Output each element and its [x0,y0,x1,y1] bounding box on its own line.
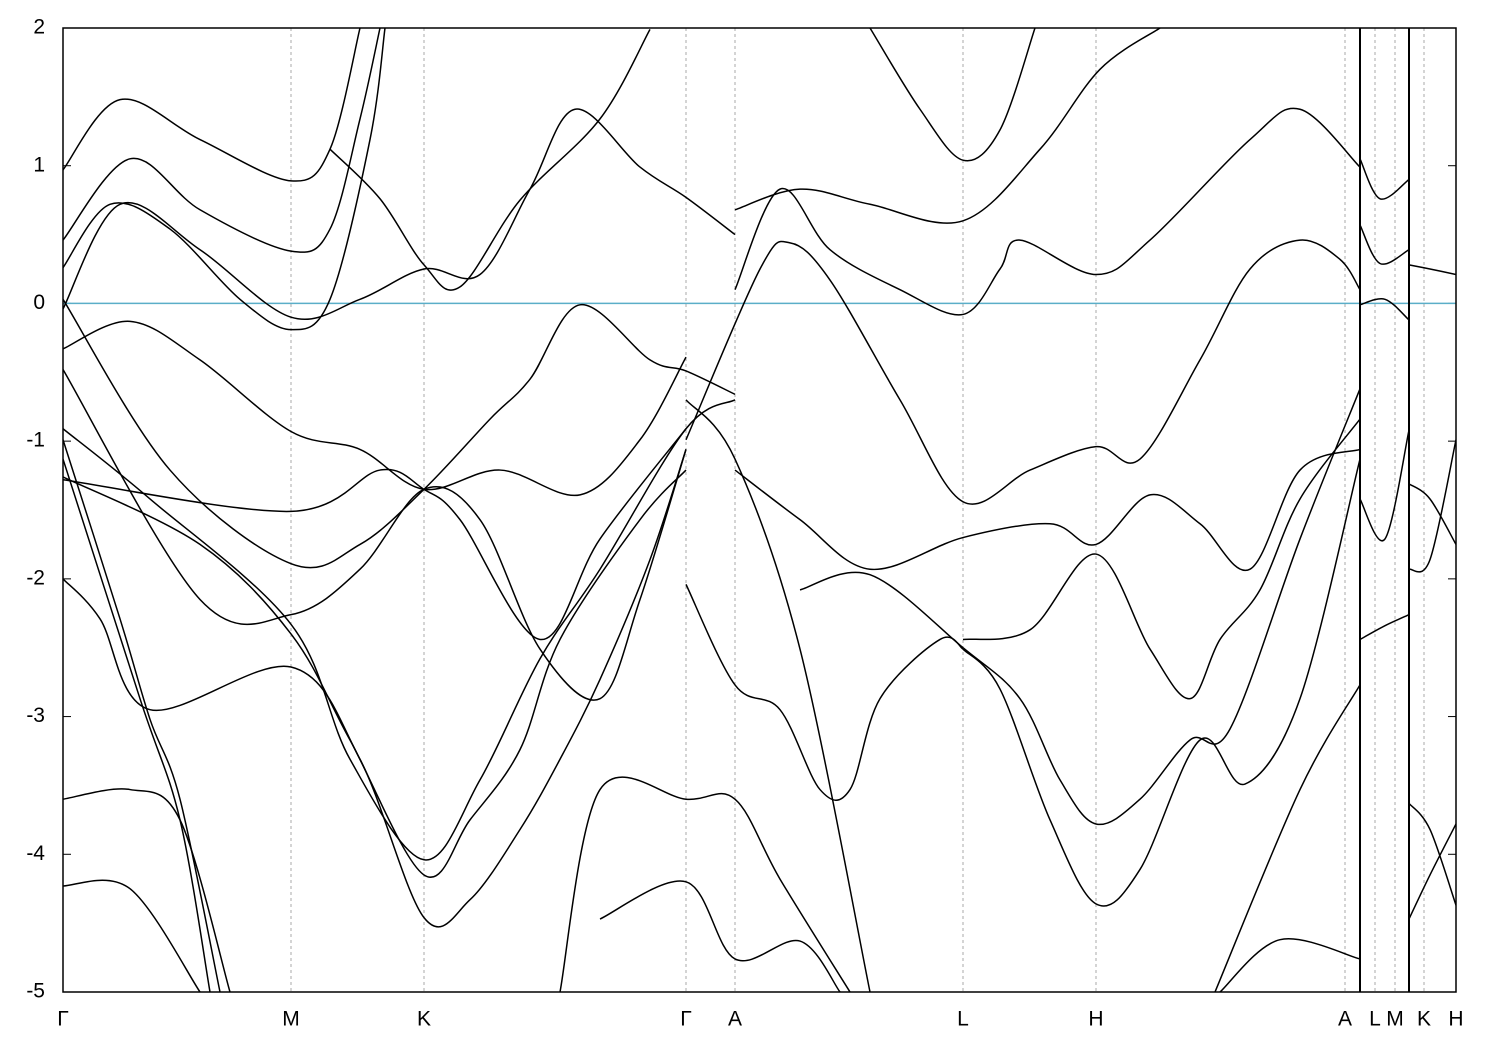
band [734,28,1161,224]
x-tick-label: K [1417,1008,1431,1031]
band [63,369,687,701]
band [329,29,651,291]
plot-frame [62,27,1457,993]
x-tick-label: M [1386,1008,1404,1031]
x-tick-label: H [1448,1008,1463,1031]
band [685,399,871,992]
x-tick-label: L [1369,1008,1381,1031]
x-tick-label: L [957,1008,969,1031]
x-tick-label: H [1088,1008,1103,1031]
band [869,28,1036,162]
band [559,776,851,992]
band [63,458,211,992]
band [63,28,361,182]
band [1408,483,1456,545]
band [685,239,1361,505]
y-tick-label: 2 [33,16,45,39]
band [63,879,201,992]
band [734,448,1361,572]
band [799,388,1361,826]
band [63,428,687,641]
band [1359,158,1410,200]
band [1408,264,1456,276]
band [1214,684,1361,992]
y-tick-label: 0 [33,291,45,314]
band [1408,439,1456,573]
band [63,108,736,320]
y-tick-label: -2 [26,566,45,589]
band [1359,429,1410,542]
band [962,458,1361,907]
band [63,788,231,992]
band [63,320,687,497]
band [962,418,1361,700]
y-tick-label: -5 [26,980,45,1003]
band [63,28,386,331]
y-tick-label: -3 [26,704,45,727]
x-tick-label: Γ [57,1008,69,1031]
x-tick-label: A [1338,1008,1352,1031]
y-tick-label: 1 [33,153,45,176]
band [63,298,736,569]
band [63,28,381,253]
band [63,399,736,861]
band [685,584,964,801]
band [63,449,687,928]
x-tick-label: M [282,1008,300,1031]
band [1359,298,1410,321]
y-tick-label: -1 [26,429,45,452]
band [1408,802,1456,906]
band [1408,823,1456,920]
band [1359,224,1410,265]
band [599,880,841,992]
band [734,107,1361,316]
x-tick-label: A [728,1008,742,1031]
band [1359,613,1410,641]
band [1219,938,1361,992]
band [63,439,221,992]
band [63,469,687,878]
x-tick-label: K [417,1008,431,1031]
y-tick-label: -4 [26,842,45,865]
x-tick-label: Γ [680,1008,692,1031]
